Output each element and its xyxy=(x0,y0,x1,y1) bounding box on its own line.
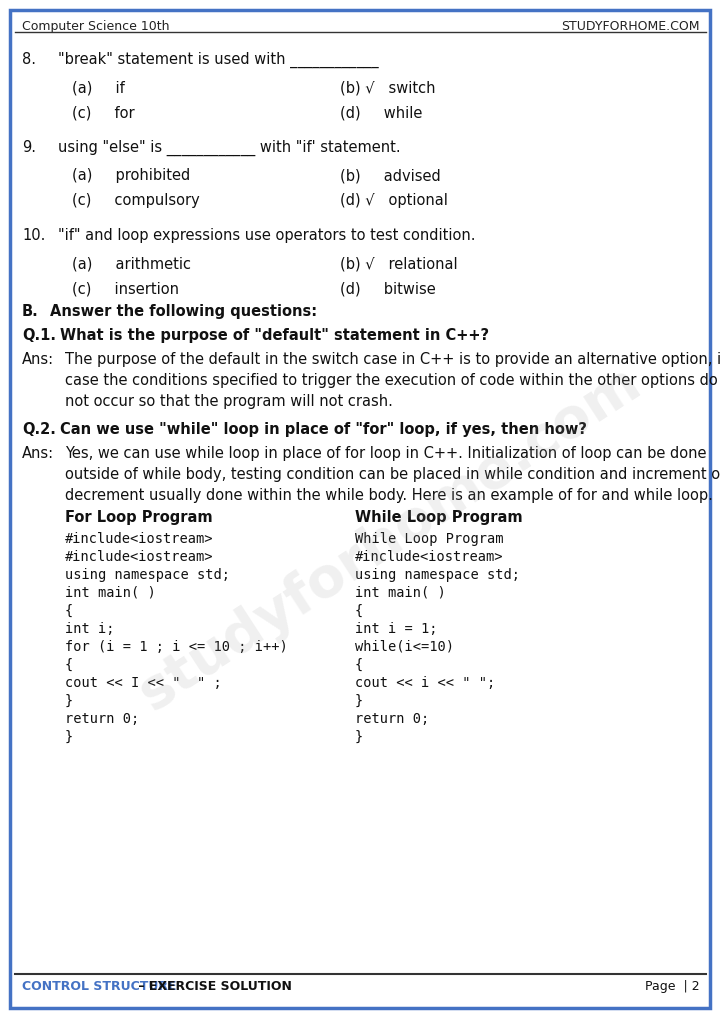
Text: Yes, we can use while loop in place of for loop in C++. Initialization of loop c: Yes, we can use while loop in place of f… xyxy=(65,446,706,461)
Text: (d)     while: (d) while xyxy=(340,105,423,120)
Text: – EXERCISE SOLUTION: – EXERCISE SOLUTION xyxy=(134,980,292,993)
Text: B.: B. xyxy=(22,304,39,319)
Text: {: { xyxy=(355,604,364,618)
Text: #include<iostream>: #include<iostream> xyxy=(65,532,214,546)
Text: }: } xyxy=(65,694,73,708)
Text: (a)     arithmetic: (a) arithmetic xyxy=(72,256,191,271)
Text: "break" statement is used with ____________: "break" statement is used with _________… xyxy=(58,52,379,68)
Text: {: { xyxy=(65,658,73,672)
Text: (d) √   optional: (d) √ optional xyxy=(340,193,448,208)
Text: (a)     if: (a) if xyxy=(72,80,125,95)
Text: case the conditions specified to trigger the execution of code within the other : case the conditions specified to trigger… xyxy=(65,373,718,388)
Text: While Loop Program: While Loop Program xyxy=(355,532,503,546)
Text: not occur so that the program will not crash.: not occur so that the program will not c… xyxy=(65,394,393,409)
Text: Q.1.: Q.1. xyxy=(22,328,56,343)
Text: }: } xyxy=(65,730,73,744)
Text: For Loop Program: For Loop Program xyxy=(65,510,212,525)
Text: while(i<=10): while(i<=10) xyxy=(355,640,454,654)
Text: #include<iostream>: #include<iostream> xyxy=(65,550,214,564)
Text: int main( ): int main( ) xyxy=(65,586,156,600)
Text: using namespace std;: using namespace std; xyxy=(65,568,230,582)
Text: STUDYFORHOME.COM: STUDYFORHOME.COM xyxy=(562,20,700,33)
Text: (d)     bitwise: (d) bitwise xyxy=(340,281,436,296)
Text: (c)     for: (c) for xyxy=(72,105,135,120)
Text: 8.: 8. xyxy=(22,52,36,67)
Text: Page  | 2: Page | 2 xyxy=(645,980,700,993)
Text: 10.: 10. xyxy=(22,228,45,243)
Text: Ans:: Ans: xyxy=(22,352,54,367)
Text: What is the purpose of "default" statement in C++?: What is the purpose of "default" stateme… xyxy=(60,328,489,343)
Text: While Loop Program: While Loop Program xyxy=(355,510,523,525)
Text: #include<iostream>: #include<iostream> xyxy=(355,550,503,564)
Text: using namespace std;: using namespace std; xyxy=(355,568,520,582)
Text: cout << I << "  " ;: cout << I << " " ; xyxy=(65,676,222,690)
Text: (c)     insertion: (c) insertion xyxy=(72,281,179,296)
Text: studyforhome.com: studyforhome.com xyxy=(129,355,651,721)
Text: Ans:: Ans: xyxy=(22,446,54,461)
Text: {: { xyxy=(65,604,73,618)
Text: (b)     advised: (b) advised xyxy=(340,168,441,183)
Text: }: } xyxy=(355,694,364,708)
Text: The purpose of the default in the switch case in C++ is to provide an alternativ: The purpose of the default in the switch… xyxy=(65,352,720,367)
Text: Can we use "while" loop in place of "for" loop, if yes, then how?: Can we use "while" loop in place of "for… xyxy=(60,422,587,437)
Text: Computer Science 10th: Computer Science 10th xyxy=(22,20,169,33)
Text: }: } xyxy=(355,730,364,744)
Text: (b) √   relational: (b) √ relational xyxy=(340,256,458,271)
Text: cout << i << " ";: cout << i << " "; xyxy=(355,676,495,690)
Text: (b) √   switch: (b) √ switch xyxy=(340,80,436,95)
Text: Answer the following questions:: Answer the following questions: xyxy=(50,304,317,319)
Text: for (i = 1 ; i <= 10 ; i++): for (i = 1 ; i <= 10 ; i++) xyxy=(65,640,288,654)
Text: int i = 1;: int i = 1; xyxy=(355,622,438,636)
Text: using "else" is ____________ with "if' statement.: using "else" is ____________ with "if' s… xyxy=(58,140,400,156)
Text: {: { xyxy=(355,658,364,672)
Text: CONTROL STRUCTURE: CONTROL STRUCTURE xyxy=(22,980,176,993)
Text: 9.: 9. xyxy=(22,140,36,155)
Text: decrement usually done within the while body. Here is an example of for and whil: decrement usually done within the while … xyxy=(65,488,713,503)
Text: int main( ): int main( ) xyxy=(355,586,446,600)
Text: (a)     prohibited: (a) prohibited xyxy=(72,168,190,183)
Text: int i;: int i; xyxy=(65,622,114,636)
Text: Q.2.: Q.2. xyxy=(22,422,56,437)
Text: return 0;: return 0; xyxy=(355,712,429,726)
Text: return 0;: return 0; xyxy=(65,712,139,726)
Text: "if" and loop expressions use operators to test condition.: "if" and loop expressions use operators … xyxy=(58,228,475,243)
Text: outside of while body, testing condition can be placed in while condition and in: outside of while body, testing condition… xyxy=(65,467,720,482)
Text: (c)     compulsory: (c) compulsory xyxy=(72,193,199,208)
FancyBboxPatch shape xyxy=(10,10,710,1008)
